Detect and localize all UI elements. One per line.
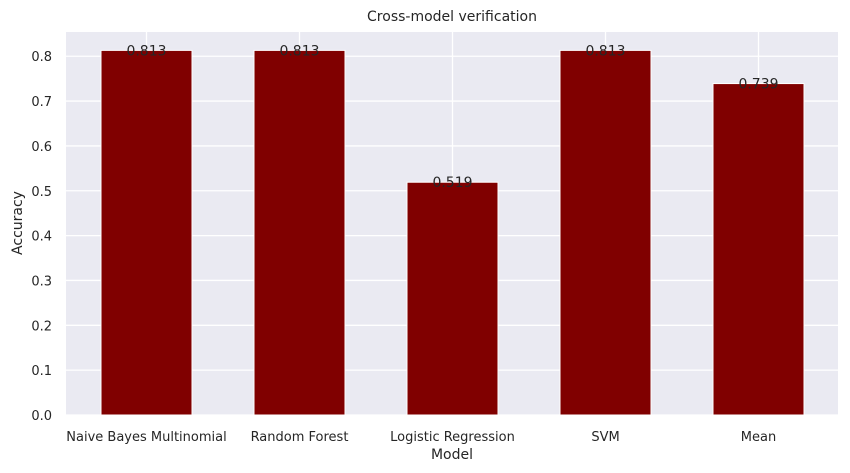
bar-value-label: 0.519: [432, 175, 472, 191]
x-tick-label: Random Forest: [251, 430, 349, 445]
x-tick-label: Naive Bayes Multinomial: [66, 430, 226, 445]
y-tick-label: 0.6: [31, 140, 52, 155]
bar-value-label: 0.813: [126, 43, 166, 59]
y-axis-label: Accuracy: [10, 191, 26, 255]
x-axis-label: Model: [431, 447, 473, 463]
bar: [100, 49, 193, 416]
y-tick-label: 0.7: [31, 95, 52, 110]
y-tick-label: 0.2: [31, 319, 52, 334]
y-tick-label: 0.3: [31, 274, 52, 289]
y-tick-labels: 0.0 0.1 0.2 0.3 0.4 0.5 0.6 0.7 0.8: [31, 50, 52, 424]
bar: [253, 49, 346, 416]
bar: [712, 83, 805, 416]
bar-value-label: 0.813: [585, 43, 625, 59]
y-tick-label: 0.0: [31, 409, 52, 424]
y-tick-label: 0.5: [31, 185, 52, 200]
x-tick-label: Logistic Regression: [390, 430, 515, 445]
x-tick-labels: Naive Bayes Multinomial Random Forest Logi…: [66, 430, 776, 445]
x-tick-label: SVM: [591, 430, 619, 445]
bar-value-label: 0.739: [738, 77, 778, 93]
bar-value-label: 0.813: [279, 43, 319, 59]
x-tick-label: Mean: [741, 430, 776, 445]
y-tick-label: 0.4: [31, 230, 52, 245]
bars: [100, 49, 805, 416]
chart-title: Cross-model verification: [367, 9, 537, 25]
y-tick-label: 0.1: [31, 364, 52, 379]
y-tick-label: 0.8: [31, 50, 52, 65]
data-labels: 0.813 0.813 0.519 0.813 0.739: [126, 43, 778, 191]
bar: [406, 181, 499, 416]
bar: [559, 49, 652, 416]
